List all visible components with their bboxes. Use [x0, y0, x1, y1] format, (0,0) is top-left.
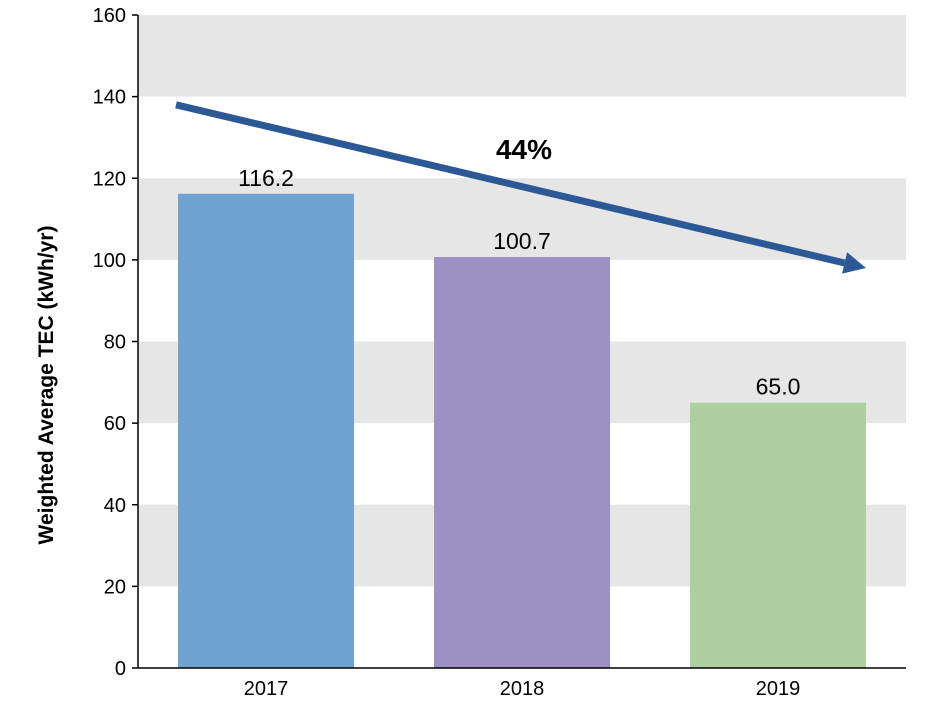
y-tick-labels: 0 20 40 60 80 100 120 140 160 [93, 5, 126, 680]
data-label: 116.2 [238, 165, 294, 191]
y-tick-label: 120 [93, 168, 126, 190]
y-tick-label: 0 [115, 658, 126, 680]
bar-2018 [434, 257, 610, 668]
bar-2019 [690, 402, 866, 668]
x-tick-labels: 2017 2018 2019 [244, 678, 801, 700]
x-tick-label: 2017 [244, 678, 289, 700]
trend-percent-label: 44% [496, 134, 552, 165]
y-tick-label: 160 [93, 5, 126, 27]
axes [132, 14, 906, 669]
data-labels: 116.2 100.7 65.0 [238, 165, 800, 400]
grid-band [138, 15, 906, 97]
trend-arrow-shaft [175, 101, 846, 267]
y-tick-label: 20 [104, 576, 126, 598]
y-tick-label: 140 [93, 87, 126, 109]
y-tick-label: 60 [104, 413, 126, 435]
y-tick-label: 40 [104, 495, 126, 517]
trend-annotation: 44% [175, 101, 866, 274]
x-tick-label: 2018 [500, 678, 545, 700]
trend-arrow-head [842, 252, 866, 274]
y-tick-label: 100 [93, 250, 126, 272]
data-label: 65.0 [756, 374, 801, 400]
bar-group [178, 193, 866, 669]
data-label: 100.7 [493, 228, 551, 254]
bar-2017 [178, 193, 354, 669]
y-tick-label: 80 [104, 332, 126, 354]
y-axis-label: Weighted Average TEC (kWh/yr) [35, 226, 58, 545]
x-tick-label: 2019 [756, 678, 801, 700]
